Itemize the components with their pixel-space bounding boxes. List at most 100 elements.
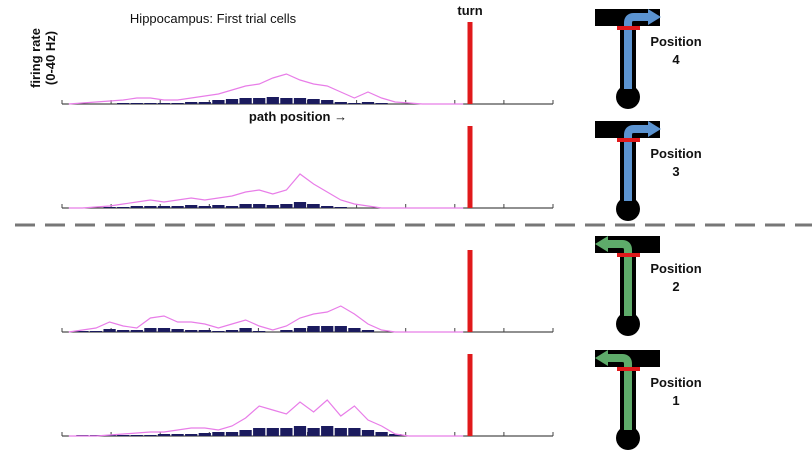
bar <box>198 102 211 104</box>
bar <box>157 206 171 208</box>
bar <box>361 430 375 436</box>
position-number: 1 <box>672 393 679 408</box>
bar <box>307 204 320 208</box>
bar <box>117 103 130 104</box>
position-number: 4 <box>672 52 680 67</box>
bar <box>239 204 252 208</box>
maze-gate <box>617 26 640 30</box>
bar <box>157 103 171 104</box>
maze-icon <box>595 9 661 109</box>
turn-label: turn <box>457 3 482 18</box>
turn-marker <box>467 22 473 104</box>
y-label: firing rate <box>28 28 43 88</box>
bar <box>171 206 184 208</box>
bar <box>389 434 402 436</box>
bar <box>103 207 116 208</box>
bar <box>144 435 157 436</box>
bar <box>117 330 130 332</box>
bar <box>293 202 307 208</box>
position-label: Position <box>650 146 701 161</box>
maze-start <box>616 197 640 221</box>
bar <box>321 100 334 104</box>
bar <box>334 207 347 208</box>
arrow-head <box>648 121 661 137</box>
bar <box>157 434 171 436</box>
bar <box>293 426 307 436</box>
bar <box>130 330 143 332</box>
bar <box>198 206 211 208</box>
bar <box>266 97 279 104</box>
maze-start <box>616 426 640 450</box>
position-label: Position <box>650 34 701 49</box>
bar <box>157 328 171 332</box>
maze-icon <box>595 236 660 336</box>
firing-curve <box>68 305 464 333</box>
bar <box>307 428 320 436</box>
bar <box>334 428 347 436</box>
bar <box>321 326 334 332</box>
bar <box>185 205 198 208</box>
bar <box>348 103 361 104</box>
bar <box>239 98 252 104</box>
bar <box>253 428 266 436</box>
maze-gate <box>617 253 640 257</box>
bar <box>348 328 361 332</box>
bar <box>321 426 334 436</box>
bar <box>348 428 361 436</box>
bar <box>76 331 89 332</box>
bar <box>225 432 239 436</box>
maze-icon <box>595 121 661 221</box>
bar <box>212 205 225 208</box>
firing-curve <box>68 399 464 437</box>
firing-curve <box>68 173 464 209</box>
bar <box>253 98 266 104</box>
bar <box>144 328 157 332</box>
bar <box>117 207 130 208</box>
bar <box>375 103 388 104</box>
bar <box>117 435 130 436</box>
bar <box>253 331 266 332</box>
bar <box>280 428 293 436</box>
maze-icon <box>595 350 660 450</box>
maze-start <box>616 85 640 109</box>
arrow-head <box>595 350 608 366</box>
maze-start <box>616 312 640 336</box>
bar <box>280 98 293 104</box>
position-label: Position <box>650 261 701 276</box>
figure-title: Hippocampus: First trial cells <box>130 11 297 26</box>
bar <box>239 430 252 436</box>
bar <box>266 428 279 436</box>
bar <box>103 329 116 332</box>
bar <box>361 102 375 104</box>
position-number: 2 <box>672 279 679 294</box>
bar <box>321 206 334 208</box>
bar <box>185 330 198 332</box>
route-arrow <box>606 240 632 316</box>
turn-marker <box>467 354 473 436</box>
bar <box>130 103 143 104</box>
bar <box>280 330 293 332</box>
bar <box>225 99 239 104</box>
x-label: path position → <box>249 109 347 124</box>
bar <box>293 98 307 104</box>
bar <box>171 329 184 332</box>
bar <box>130 435 143 436</box>
bar <box>185 434 198 436</box>
bar <box>171 434 184 436</box>
arrow-head <box>648 9 661 25</box>
firing-curve <box>68 73 464 105</box>
bar <box>307 99 320 104</box>
bar <box>185 102 198 104</box>
y-label: (0-40 Hz) <box>43 31 58 85</box>
route-arrow <box>624 125 650 201</box>
position-number: 3 <box>672 164 679 179</box>
bar <box>89 331 103 332</box>
turn-marker <box>467 250 473 332</box>
route-arrow <box>624 13 650 89</box>
bar <box>239 328 252 332</box>
bar <box>293 328 307 332</box>
bar <box>225 330 239 332</box>
bar <box>266 205 279 208</box>
